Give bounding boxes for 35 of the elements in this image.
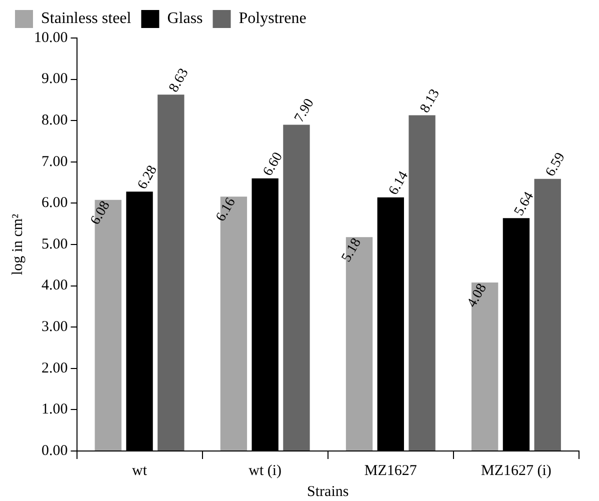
y-tick-label: 1.00	[42, 402, 68, 418]
bar	[158, 94, 184, 450]
data-label: 8.13	[418, 86, 443, 116]
data-label: 8.63	[166, 66, 192, 95]
legend-label: Glass	[167, 10, 203, 28]
x-tick-label: wt (i)	[248, 462, 282, 479]
data-label: 7.90	[292, 96, 318, 126]
legend-label: Stainless steel	[41, 10, 132, 28]
y-tick-label: 0.00	[42, 442, 68, 459]
y-tick-label: 6.00	[42, 195, 68, 212]
y-tick-label: 7.00	[42, 154, 68, 170]
y-tick-label: 5.00	[42, 236, 68, 252]
y-axis-title: log in cm²	[10, 213, 26, 276]
y-tick-label: 3.00	[42, 319, 68, 336]
data-label: 6.08	[88, 198, 114, 228]
data-label: 6.60	[260, 150, 286, 179]
bar	[408, 115, 436, 450]
data-label: 5.64	[512, 190, 538, 218]
y-tick-label: 9.00	[42, 71, 68, 88]
legend-label: Polystrene	[238, 10, 306, 28]
data-label: 4.08	[464, 281, 490, 310]
x-tick-label: MZ1627	[364, 462, 418, 479]
y-tick-label: 10.00	[34, 30, 68, 46]
x-tick-label: wt	[132, 462, 148, 479]
x-tick-label: MZ1627 (i)	[481, 462, 552, 479]
data-label: 6.28	[135, 163, 160, 192]
x-axis-title: Strains	[307, 484, 349, 500]
data-label: 6.16	[214, 196, 239, 224]
data-label: 6.14	[386, 169, 412, 198]
data-label: 6.59	[543, 150, 569, 180]
y-tick-label: 8.00	[42, 112, 68, 129]
bar	[534, 178, 561, 450]
y-tick-label: 2.00	[42, 360, 68, 376]
bar	[283, 124, 310, 450]
y-tick-label: 4.00	[42, 278, 68, 294]
